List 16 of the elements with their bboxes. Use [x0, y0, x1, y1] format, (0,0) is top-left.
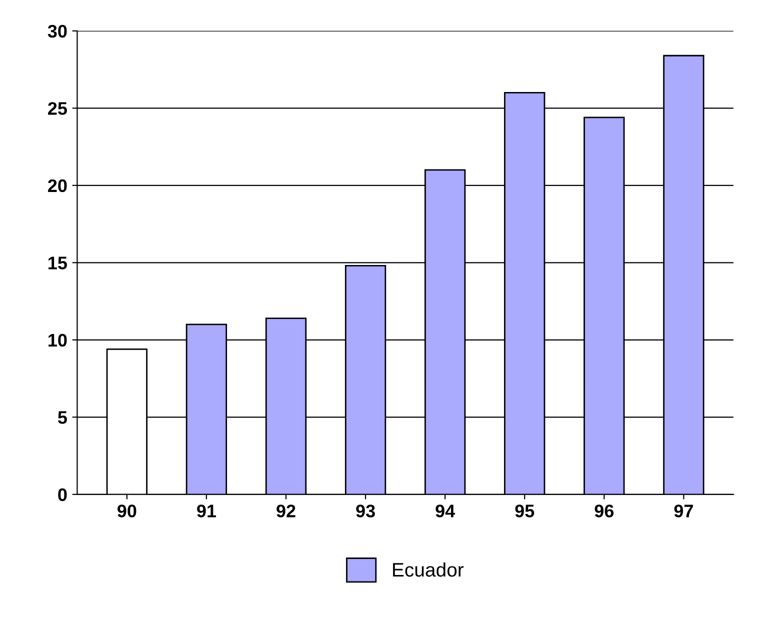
y-tick-label: 15 — [48, 256, 67, 270]
x-tick-label: 92 — [276, 504, 296, 518]
y-tick-label: 20 — [48, 179, 67, 192]
x-tick-label: 95 — [515, 504, 534, 518]
legend-label: Ecuador — [393, 562, 464, 577]
y-tick-label: 30 — [48, 24, 67, 38]
x-tick-label: 93 — [356, 504, 375, 518]
x-tick-label: 96 — [594, 504, 614, 518]
y-tick-label: 5 — [58, 411, 67, 424]
x-tick-label: 90 — [118, 504, 136, 518]
x-tick-label: 91 — [197, 504, 216, 518]
y-tick-label: 25 — [48, 102, 67, 115]
y-tick-label: 10 — [48, 334, 67, 347]
y-tick-label: 0 — [58, 488, 67, 502]
x-tick-label: 97 — [674, 504, 693, 518]
x-tick-label: 94 — [436, 504, 456, 518]
